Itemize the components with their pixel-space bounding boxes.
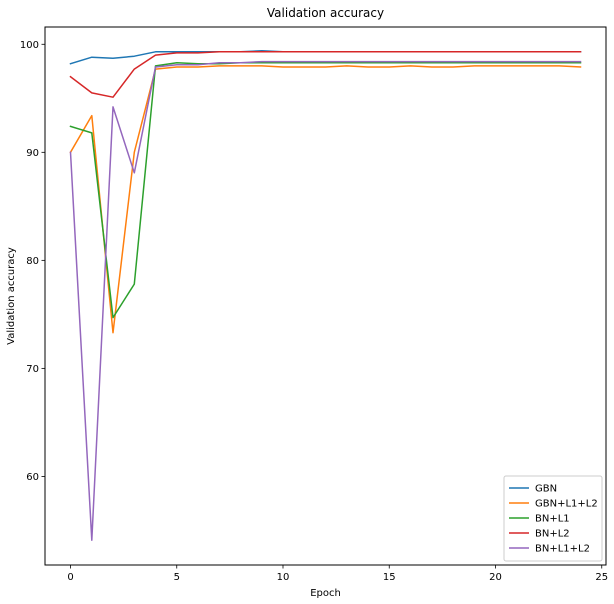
x-tick-label: 15: [383, 572, 396, 583]
legend-label: BN+L1: [535, 514, 570, 525]
legend-box: [503, 475, 603, 562]
x-axis-title: Epoch: [310, 588, 341, 599]
plot-frame: [44, 26, 607, 566]
y-axis: 60 70 80 90 100: [20, 40, 45, 483]
series-line-bn-l2: [69, 51, 582, 98]
series-layer: [69, 50, 582, 541]
legend-label: GBN: [535, 484, 557, 495]
x-tick-label: 20: [489, 572, 502, 583]
series-line-bn-l1-l2: [69, 60, 582, 541]
series-line-bn-l1: [69, 61, 582, 319]
y-tick-label: 60: [26, 472, 39, 483]
legend-label: BN+L2: [535, 529, 570, 540]
y-tick-label: 70: [26, 364, 39, 375]
y-tick-label: 80: [26, 256, 39, 267]
x-tick-label: 25: [595, 572, 608, 583]
x-tick-label: 0: [67, 572, 73, 583]
plot-background: [45, 27, 606, 565]
chart-title: Validation accuracy: [267, 6, 384, 20]
y-tick-label: 90: [26, 148, 39, 159]
y-axis-title: Validation accuracy: [6, 247, 17, 345]
x-tick-label: 5: [174, 572, 180, 583]
legend-label: BN+L1+L2: [535, 544, 590, 555]
plot-area: [44, 26, 607, 566]
y-tick-label: 100: [20, 40, 39, 51]
legend-label: GBN+L1+L2: [535, 499, 598, 510]
x-tick-label: 10: [277, 572, 290, 583]
legend: GBN GBN+L1+L2 BN+L1 BN+L2 BN+L1+L2: [503, 475, 603, 562]
x-axis: 0 5 10 15 20 25: [67, 565, 608, 583]
